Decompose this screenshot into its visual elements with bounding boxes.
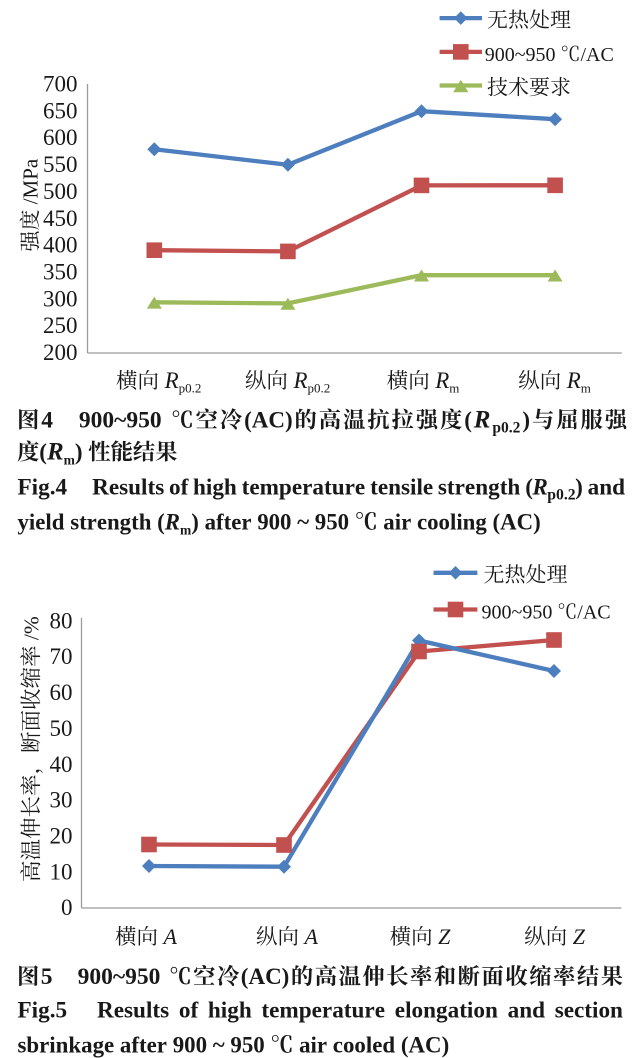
svg-text:m: m bbox=[180, 523, 192, 538]
svg-text:900: 900 bbox=[173, 1033, 207, 1058]
svg-text:(AC): (AC) bbox=[241, 964, 290, 989]
svg-text:40: 40 bbox=[50, 752, 73, 777]
svg-text:350: 350 bbox=[43, 259, 78, 284]
svg-text:and: and bbox=[588, 475, 625, 501]
svg-text:900~950: 900~950 bbox=[79, 408, 162, 434]
svg-text:70: 70 bbox=[50, 644, 73, 669]
svg-text:air: air bbox=[299, 1033, 327, 1058]
svg-text:20: 20 bbox=[50, 823, 73, 848]
svg-text:900~950: 900~950 bbox=[78, 964, 161, 990]
svg-text:R: R bbox=[473, 407, 491, 434]
svg-text:(AC): (AC) bbox=[244, 408, 293, 433]
svg-text:R: R bbox=[46, 439, 64, 466]
svg-text:(: ( bbox=[39, 440, 47, 465]
svg-text:900: 900 bbox=[257, 510, 291, 535]
svg-text:~: ~ bbox=[297, 510, 309, 535]
svg-text:): ) bbox=[522, 408, 530, 433]
svg-text:5: 5 bbox=[41, 964, 53, 990]
svg-text:(AC): (AC) bbox=[401, 1033, 449, 1058]
svg-text:of: of bbox=[169, 475, 189, 501]
svg-text:yield: yield bbox=[18, 510, 65, 535]
svg-text:and: and bbox=[508, 998, 545, 1024]
svg-text:high: high bbox=[208, 998, 252, 1024]
svg-text:600: 600 bbox=[43, 125, 78, 150]
svg-text:700: 700 bbox=[43, 72, 78, 97]
svg-text:p0.2: p0.2 bbox=[179, 381, 202, 396]
svg-text:R: R bbox=[434, 368, 449, 393]
svg-text:): ) bbox=[575, 475, 583, 501]
svg-text:300: 300 bbox=[43, 286, 78, 311]
svg-text:Results: Results bbox=[92, 475, 164, 501]
svg-text:4: 4 bbox=[41, 408, 53, 434]
svg-text:900~950: 900~950 bbox=[482, 602, 553, 624]
svg-text:R: R bbox=[566, 368, 581, 393]
svg-text:after: after bbox=[120, 1033, 167, 1058]
svg-text:p0.2: p0.2 bbox=[492, 420, 520, 437]
svg-text:450: 450 bbox=[43, 206, 78, 231]
svg-text:R: R bbox=[531, 475, 547, 501]
svg-text:30: 30 bbox=[50, 788, 73, 813]
svg-text:80: 80 bbox=[50, 608, 73, 633]
svg-text:R: R bbox=[164, 368, 179, 393]
svg-text:(: ( bbox=[525, 475, 533, 501]
svg-text:elongation: elongation bbox=[395, 998, 498, 1024]
svg-text:sbrinkage: sbrinkage bbox=[18, 1033, 115, 1058]
svg-text:m: m bbox=[449, 381, 459, 396]
svg-text:950: 950 bbox=[315, 510, 349, 535]
svg-text:section: section bbox=[555, 998, 623, 1024]
svg-text:950: 950 bbox=[230, 1033, 264, 1058]
svg-text:temperature: temperature bbox=[242, 475, 366, 501]
svg-text:Z: Z bbox=[438, 924, 451, 949]
svg-text:/%: /% bbox=[20, 616, 44, 640]
svg-text:p0.2: p0.2 bbox=[308, 381, 331, 396]
svg-text:Fig.5: Fig.5 bbox=[18, 998, 68, 1024]
svg-text:A: A bbox=[303, 924, 319, 949]
svg-text:0: 0 bbox=[61, 895, 73, 920]
svg-text:(: ( bbox=[157, 510, 165, 535]
svg-text:550: 550 bbox=[43, 152, 78, 177]
svg-text:of: of bbox=[179, 998, 199, 1024]
svg-text:(AC): (AC) bbox=[493, 510, 541, 535]
svg-text:Results: Results bbox=[97, 998, 169, 1024]
svg-text:250: 250 bbox=[43, 313, 78, 338]
svg-text:temperature: temperature bbox=[261, 998, 385, 1024]
svg-text:tensile: tensile bbox=[370, 475, 433, 501]
svg-text:50: 50 bbox=[50, 716, 73, 741]
svg-text:R: R bbox=[293, 368, 308, 393]
svg-text:m: m bbox=[64, 453, 76, 468]
svg-text:60: 60 bbox=[50, 680, 73, 705]
svg-text:500: 500 bbox=[43, 179, 78, 204]
svg-text:high: high bbox=[193, 475, 237, 501]
svg-text:cooled: cooled bbox=[333, 1033, 396, 1058]
svg-text:650: 650 bbox=[43, 98, 78, 123]
svg-text:m: m bbox=[581, 381, 591, 396]
svg-text:p0.2: p0.2 bbox=[547, 487, 575, 504]
svg-text:A: A bbox=[162, 924, 178, 949]
svg-text:cooling: cooling bbox=[417, 510, 487, 535]
svg-text:10: 10 bbox=[50, 859, 73, 884]
svg-text:900~950: 900~950 bbox=[485, 44, 556, 66]
svg-text:Fig.4: Fig.4 bbox=[18, 475, 68, 501]
svg-text:strength: strength bbox=[70, 510, 152, 535]
svg-text:): ) bbox=[191, 510, 199, 535]
svg-text:/AC: /AC bbox=[581, 44, 614, 66]
svg-text:200: 200 bbox=[43, 340, 78, 365]
svg-text:400: 400 bbox=[43, 233, 78, 258]
svg-text:~: ~ bbox=[213, 1033, 225, 1058]
svg-text:strength: strength bbox=[438, 475, 521, 501]
svg-text:air: air bbox=[383, 510, 411, 535]
svg-text:): ) bbox=[75, 440, 83, 465]
svg-text:/MPa: /MPa bbox=[19, 158, 43, 204]
svg-text:/AC: /AC bbox=[577, 602, 610, 624]
svg-text:Z: Z bbox=[573, 924, 586, 949]
svg-text:(: ( bbox=[464, 408, 472, 433]
svg-text:after: after bbox=[205, 510, 252, 535]
svg-text:R: R bbox=[164, 510, 180, 535]
